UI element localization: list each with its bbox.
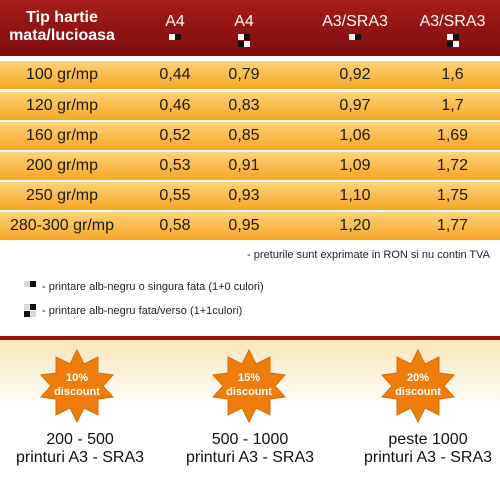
discount-percent: 20%	[406, 372, 430, 384]
price-cell: 0,92	[339, 66, 371, 83]
price-cell: 1,69	[436, 127, 469, 144]
table-row: 100 gr/mp 0,44 0,79 0,92 1,6	[0, 61, 500, 89]
single-sided-icon	[349, 34, 361, 46]
paper-weight-label: 250 gr/mp	[25, 187, 99, 204]
legend-label: - printare alb-negru o singura fata (1+0…	[42, 281, 264, 293]
price-cell: 0,53	[159, 157, 191, 174]
discount-percent: 15%	[237, 372, 261, 384]
price-cell: 0,97	[339, 97, 371, 114]
header-col-a4-double: A4	[205, 0, 283, 56]
header-title-line2: mata/lucioasa	[9, 27, 115, 44]
discount-range: 200 - 500	[46, 431, 114, 448]
double-sided-icon	[24, 304, 36, 318]
price-cell: 0,55	[159, 187, 191, 204]
header-title: Tip hartie mata/lucioasa	[0, 0, 124, 56]
discount-unit: printuri A3 - SRA3	[363, 449, 493, 466]
legend-double-sided: - printare alb-negru fata/verso (1+1culo…	[24, 304, 242, 318]
double-sided-icon	[446, 34, 459, 48]
legend-label: - printare alb-negru fata/verso (1+1culo…	[42, 304, 243, 317]
discount-label: discount	[54, 386, 100, 398]
discount-caption: peste 1000 printuri A3 - SRA3	[348, 431, 500, 467]
header-col-label: A3/SRA3	[322, 13, 388, 30]
single-sided-icon	[24, 281, 36, 293]
vat-note: - preturile sunt exprimate in RON si nu …	[247, 249, 490, 261]
price-cell: 0,52	[159, 127, 191, 144]
price-cell: 0,95	[228, 217, 260, 234]
separator	[0, 336, 500, 340]
header-col-label: A4	[234, 13, 254, 30]
header-col-a3-single: A3/SRA3	[300, 0, 410, 56]
price-cell: 0,85	[228, 127, 260, 144]
discount-range: 500 - 1000	[211, 431, 289, 448]
table-row: 250 gr/mp 0,55 0,93 1,10 1,75	[0, 182, 500, 210]
discount-badge-20: 20% discount	[380, 348, 456, 424]
price-cell: 1,77	[436, 217, 469, 234]
paper-weight-label: 200 gr/mp	[25, 157, 99, 174]
discount-unit: printuri A3 - SRA3	[15, 449, 145, 466]
price-cell: 1,72	[436, 157, 469, 174]
price-cell: 1,20	[339, 217, 371, 234]
table-row: 120 gr/mp 0,46 0,83 0,97 1,7	[0, 92, 500, 120]
price-cell: 1,7	[441, 97, 464, 114]
price-cell: 0,83	[228, 97, 260, 114]
discount-range: peste 1000	[388, 431, 468, 448]
paper-weight-label: 120 gr/mp	[25, 97, 99, 114]
legend-single-sided: - printare alb-negru o singura fata (1+0…	[24, 281, 264, 293]
table-header: Tip hartie mata/lucioasa A4 A4 A3/SRA3 A…	[0, 0, 500, 56]
header-col-label: A3/SRA3	[419, 13, 486, 30]
header-col-a4-single: A4	[136, 0, 214, 56]
discount-percent: 10%	[65, 372, 89, 384]
price-cell: 0,46	[159, 97, 191, 114]
price-cell: 0,91	[228, 157, 260, 174]
single-sided-icon	[169, 34, 181, 46]
price-cell: 0,93	[228, 187, 260, 204]
discount-label: discount	[226, 386, 272, 398]
header-title-line1: Tip hartie	[26, 9, 98, 26]
table-row: 280-300 gr/mp 0,58 0,95 1,20 1,77	[0, 212, 500, 240]
header-col-label: A4	[165, 13, 185, 30]
discount-badge-15: 15% discount	[211, 348, 287, 424]
header-col-a3-double: A3/SRA3	[405, 0, 500, 56]
price-cell: 0,79	[228, 66, 260, 83]
starburst-icon	[211, 348, 287, 424]
price-cell: 0,44	[159, 66, 191, 83]
table-row: 160 gr/mp 0,52 0,85 1,06 1,69	[0, 122, 500, 150]
discount-unit: printuri A3 - SRA3	[185, 449, 315, 466]
discount-caption: 500 - 1000 printuri A3 - SRA3	[170, 431, 330, 467]
table-row: 200 gr/mp 0,53 0,91 1,09 1,72	[0, 152, 500, 180]
starburst-icon	[380, 348, 456, 424]
discount-caption: 200 - 500 printuri A3 - SRA3	[0, 431, 160, 467]
price-cell: 1,75	[436, 187, 469, 204]
price-cell: 1,09	[339, 157, 371, 174]
paper-weight-label: 280-300 gr/mp	[9, 217, 115, 234]
price-cell: 1,06	[339, 127, 371, 144]
paper-weight-label: 100 gr/mp	[25, 66, 99, 83]
price-cell: 1,10	[339, 187, 371, 204]
price-cell: 0,58	[159, 217, 191, 234]
discount-label: discount	[395, 386, 441, 398]
paper-weight-label: 160 gr/mp	[25, 127, 99, 144]
double-sided-icon	[238, 34, 250, 48]
discount-badge-10: 10% discount	[39, 348, 115, 424]
starburst-icon	[39, 348, 115, 424]
price-cell: 1,6	[441, 66, 464, 83]
